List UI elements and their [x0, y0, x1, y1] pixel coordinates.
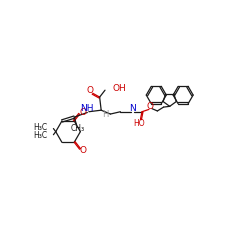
Text: H₃C: H₃C [33, 131, 47, 140]
Text: O: O [79, 146, 86, 155]
Text: O: O [147, 102, 154, 111]
Text: O: O [86, 86, 93, 96]
Text: NH: NH [80, 104, 94, 113]
Text: CH₃: CH₃ [71, 124, 85, 133]
Text: H₃C: H₃C [33, 123, 47, 132]
Text: HO: HO [133, 119, 145, 128]
Text: OH: OH [113, 84, 126, 93]
Text: O: O [79, 108, 86, 117]
Text: H: H [102, 110, 108, 118]
Text: N: N [129, 104, 136, 113]
